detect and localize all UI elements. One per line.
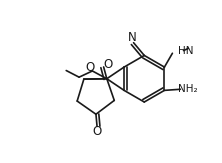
Text: O: O bbox=[103, 58, 112, 71]
Text: NH₂: NH₂ bbox=[178, 84, 198, 94]
Text: O: O bbox=[85, 61, 95, 74]
Text: O: O bbox=[92, 125, 102, 138]
Text: N: N bbox=[128, 31, 137, 44]
Text: HN: HN bbox=[178, 46, 193, 56]
